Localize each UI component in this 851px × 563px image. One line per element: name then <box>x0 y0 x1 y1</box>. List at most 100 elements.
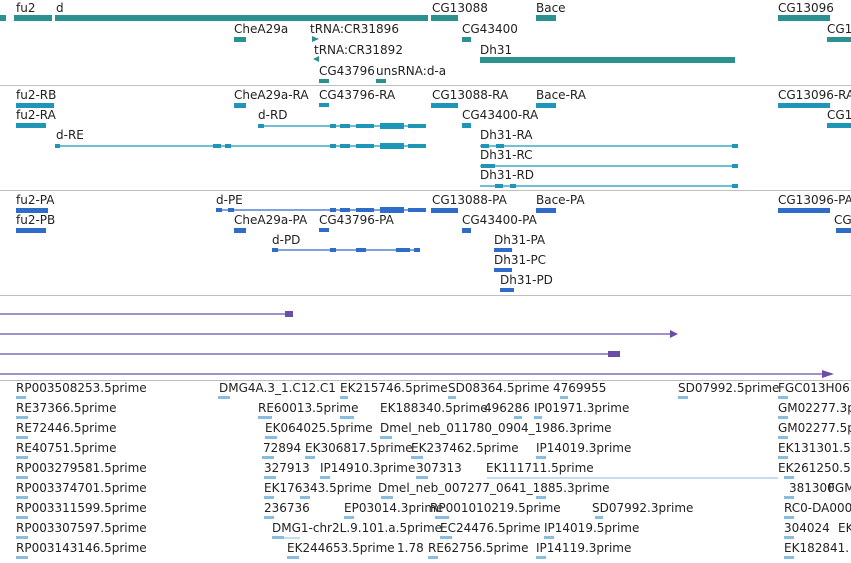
tx-CG1[interactable] <box>827 123 851 128</box>
gene-edge-left[interactable] <box>0 15 6 21</box>
gene-CG13088[interactable] <box>431 15 458 21</box>
gene-label: Bace <box>536 1 566 15</box>
est-label: 236736 <box>264 501 310 515</box>
cds-Dh31-PC[interactable] <box>494 268 512 272</box>
gene-CG13096[interactable] <box>778 15 830 21</box>
transcript-label: CG43400-RA <box>462 108 539 122</box>
gene-unsRNA[interactable] <box>376 79 386 83</box>
gene-d[interactable] <box>55 15 428 21</box>
protein-track <box>16 207 851 292</box>
est-label: EK215746.5prime <box>340 381 448 395</box>
est-label: RE72446.5prime <box>16 421 117 435</box>
cds-d-PD[interactable] <box>272 248 278 252</box>
cds-CG13088-PA[interactable] <box>431 208 458 213</box>
gene-tRNA-CR31896[interactable] <box>312 36 319 42</box>
cds-Dh31-PA[interactable] <box>494 248 512 252</box>
gene-label: CG13096 <box>778 1 834 15</box>
cds-fu2-PA[interactable] <box>16 208 48 213</box>
transcript-label: Dh31-RD <box>480 168 535 182</box>
est-label: GM02277.3p <box>778 401 851 415</box>
transcript-label: Dh31-RA <box>480 128 533 142</box>
tx-CheA29a-RA[interactable] <box>234 103 246 108</box>
gene-label: CG13088 <box>432 1 488 15</box>
protein-label: d-PE <box>216 193 243 207</box>
est-label: EP03014.3prime <box>344 501 444 515</box>
transcript-track <box>16 103 851 188</box>
tx-CG13096-RA[interactable] <box>778 103 830 108</box>
est-label: FGC013H06. <box>778 381 851 395</box>
cds-Bace-PA[interactable] <box>536 208 556 213</box>
est-label: RP003374701.5prime <box>16 481 147 495</box>
est-label: IP14019.5prime <box>544 521 640 535</box>
est-label: EK188340.5prime <box>380 401 488 415</box>
protein-label: CG13096-PA <box>778 193 851 207</box>
est-label: EK131301.5 <box>778 441 851 455</box>
protein-label: ChеA29a-PA <box>234 213 308 227</box>
gene-CG1-top[interactable] <box>827 37 851 42</box>
tx-CG13088-RA[interactable] <box>431 103 458 108</box>
cds-d-PE[interactable] <box>216 208 222 212</box>
est-label: EK237462.5prime <box>411 441 519 455</box>
tx-Dh31-RD[interactable] <box>495 184 503 188</box>
est-label: SD08364.5prime <box>448 381 550 395</box>
cds-CG43796-PA[interactable] <box>319 228 329 232</box>
tx-CG43796-RA[interactable] <box>319 103 329 107</box>
gene-label: tRNA:CR31892 <box>314 43 403 57</box>
cds-CG13096-PA[interactable] <box>778 208 830 213</box>
est-label: 304024 <box>784 521 830 535</box>
transcript-label: fu2-RB <box>16 88 57 102</box>
est-label: RE40751.5prime <box>16 441 117 455</box>
tx-d-RD[interactable] <box>258 124 264 128</box>
transcript-label: d-RE <box>56 128 84 142</box>
tx-Bace-RA[interactable] <box>536 103 556 108</box>
est-label: 381300 <box>789 481 835 495</box>
est-label: RE62756.5prime <box>428 541 529 555</box>
cds-fu2-PB[interactable] <box>16 228 46 233</box>
gene-CG43400[interactable] <box>462 37 471 42</box>
transcript-label: CG13096-RA <box>778 88 851 102</box>
cds-CheA29a-PA[interactable] <box>234 228 246 233</box>
gene-label: d <box>56 1 64 15</box>
protein-label: CG <box>834 213 851 227</box>
protein-label: Bace-PA <box>536 193 585 207</box>
transcript-label: CG1 <box>827 108 851 122</box>
tx-CG43400-RA[interactable] <box>462 123 471 128</box>
cds-CG[interactable] <box>836 228 851 233</box>
gene-label: tRNA:CR31896 <box>310 22 399 36</box>
transcript-label: fu2-RA <box>16 108 56 122</box>
gene-CheA29a[interactable] <box>234 37 246 42</box>
cds-Dh31-PD[interactable] <box>500 288 514 292</box>
tx-Dh31-RA[interactable] <box>481 144 489 148</box>
transcript-label: CG13088-RA <box>432 88 509 102</box>
protein-label: Dh31-PD <box>500 273 553 287</box>
est-label: Dmel_neb_011780_0904_1986.3prime <box>380 421 612 435</box>
gene-Dh31[interactable] <box>480 57 735 63</box>
gene-CG43796[interactable] <box>319 79 329 83</box>
est-label: EK261250.5 <box>778 461 851 475</box>
protein-label: fu2-PB <box>16 213 56 227</box>
tx-Dh31-RC[interactable] <box>481 164 495 168</box>
track-separator <box>0 380 851 381</box>
cds-CG43400-PA[interactable] <box>462 228 471 233</box>
gene-fu2[interactable] <box>14 15 52 21</box>
est-label: EK111711.5prime <box>486 461 594 475</box>
tx-d-RE[interactable] <box>55 144 60 148</box>
est-label: EK064025.5prime <box>265 421 373 435</box>
gene-label: ChеA29a <box>234 22 289 36</box>
est-label: IP01971.3prime <box>534 401 630 415</box>
protein-label: CG13088-PA <box>432 193 507 207</box>
tx-fu2-RA[interactable] <box>16 123 46 128</box>
est-label: SD07992.5prime <box>678 381 780 395</box>
est-label: DMG1-chr2L.9.101.a.5prime <box>272 521 443 535</box>
track-separator <box>0 85 851 86</box>
gene-Bace[interactable] <box>536 15 556 21</box>
est-label: 72894 <box>263 441 302 455</box>
gene-tRNA-CR31892[interactable] <box>313 56 319 62</box>
est-label: IP14119.3prime <box>536 541 632 555</box>
est-label: EC24476.5prime <box>440 521 541 535</box>
tx-fu2-RB[interactable] <box>16 103 54 108</box>
est-label: RE37366.5prime <box>16 401 117 415</box>
protein-label: CG43796-PA <box>319 213 394 227</box>
